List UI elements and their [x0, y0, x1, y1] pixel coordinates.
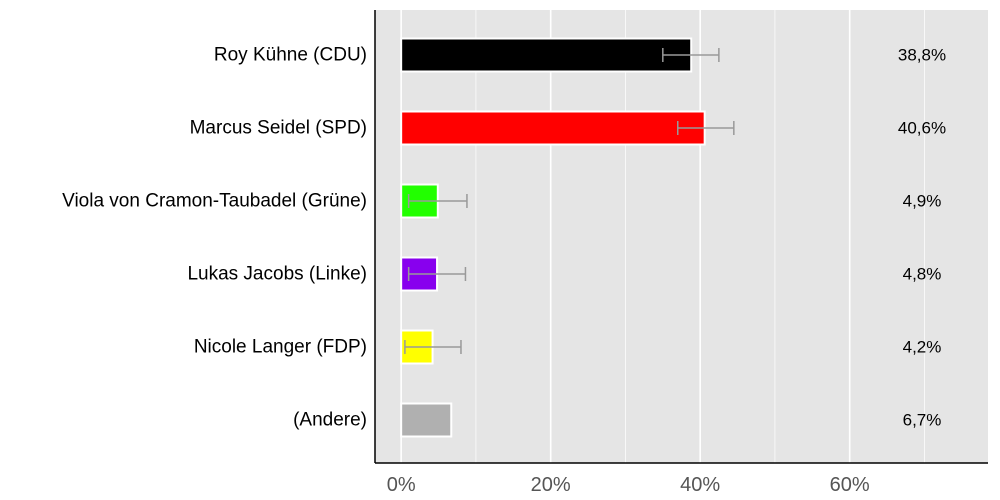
category-label: Marcus Seidel (SPD)	[190, 118, 367, 139]
value-label: 4,2%	[903, 338, 942, 357]
category-label: Nicole Langer (FDP)	[194, 337, 367, 358]
x-tick-label: 40%	[680, 474, 720, 496]
plot-background	[375, 10, 988, 463]
value-label: 6,7%	[903, 411, 942, 430]
category-label: Lukas Jacobs (Linke)	[187, 264, 367, 285]
bars	[400, 37, 706, 438]
error-bars	[404, 48, 735, 354]
category-label: Roy Kühne (CDU)	[214, 45, 367, 66]
category-label: Viola von Cramon-Taubadel (Grüne)	[62, 191, 367, 212]
value-label: 38,8%	[898, 46, 946, 65]
category-labels: Roy Kühne (CDU) Marcus Seidel (SPD) Viola …	[62, 45, 367, 431]
value-label: 4,9%	[903, 192, 942, 211]
gridlines	[400, 10, 925, 463]
bar	[400, 37, 693, 73]
value-label: 4,8%	[903, 265, 942, 284]
x-tick-label: 0%	[387, 474, 416, 496]
x-tick-label: 60%	[830, 474, 870, 496]
axes	[374, 10, 988, 464]
category-label: (Andere)	[293, 410, 367, 431]
x-tick-labels: 0% 20% 40% 60%	[387, 474, 870, 496]
value-label: 40,6%	[898, 119, 946, 138]
bar	[400, 110, 706, 146]
bar	[400, 402, 453, 438]
value-labels: 38,8% 40,6% 4,9% 4,8% 4,2% 6,7%	[898, 46, 946, 430]
x-tick-label: 20%	[531, 474, 571, 496]
